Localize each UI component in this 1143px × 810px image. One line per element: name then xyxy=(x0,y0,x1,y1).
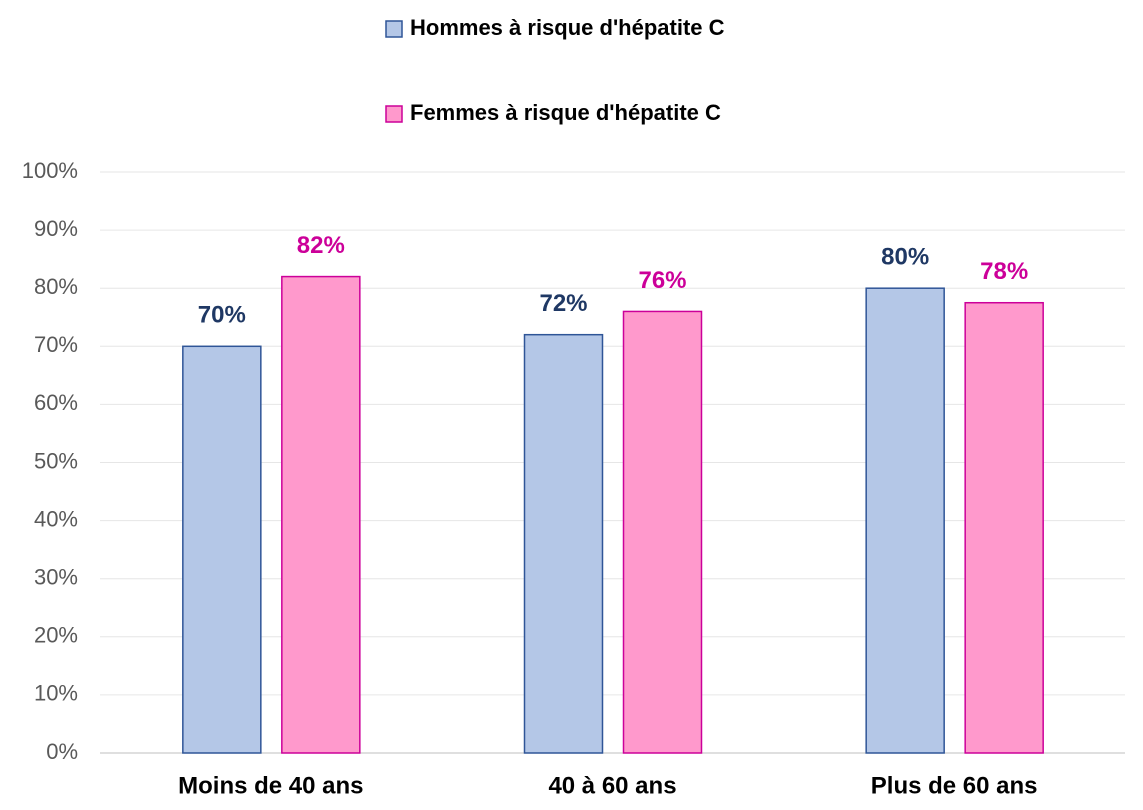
y-tick-label: 90% xyxy=(34,216,78,241)
y-tick-label: 80% xyxy=(34,274,78,299)
bar xyxy=(281,275,361,754)
y-tick-label: 30% xyxy=(34,565,78,590)
data-label: 80% xyxy=(881,244,929,271)
x-tick-label: 40 à 60 ans xyxy=(548,772,676,799)
y-tick-label: 0% xyxy=(46,739,78,764)
bar xyxy=(523,333,604,754)
y-tick-label: 60% xyxy=(34,390,78,415)
bar xyxy=(865,287,945,754)
legend-swatch xyxy=(385,20,403,38)
y-tick-label: 20% xyxy=(34,623,78,648)
bar xyxy=(622,310,703,754)
y-tick-label: 50% xyxy=(34,448,78,473)
data-label: 70% xyxy=(198,302,246,329)
y-tick-label: 70% xyxy=(34,332,78,357)
bar xyxy=(182,345,262,754)
data-label: 82% xyxy=(297,232,345,259)
data-label: 76% xyxy=(638,267,686,294)
bar xyxy=(964,301,1044,754)
x-tick-label: Plus de 60 ans xyxy=(871,772,1038,799)
data-label: 78% xyxy=(980,258,1028,285)
y-tick-label: 40% xyxy=(34,506,78,531)
y-tick-label: 10% xyxy=(34,681,78,706)
y-tick-label: 100% xyxy=(22,158,78,183)
legend-swatch xyxy=(385,105,403,123)
x-tick-label: Moins de 40 ans xyxy=(178,772,363,799)
data-label: 72% xyxy=(539,290,587,317)
legend-label: Hommes à risque d'hépatite C xyxy=(410,15,725,40)
legend-label: Femmes à risque d'hépatite C xyxy=(410,100,721,125)
